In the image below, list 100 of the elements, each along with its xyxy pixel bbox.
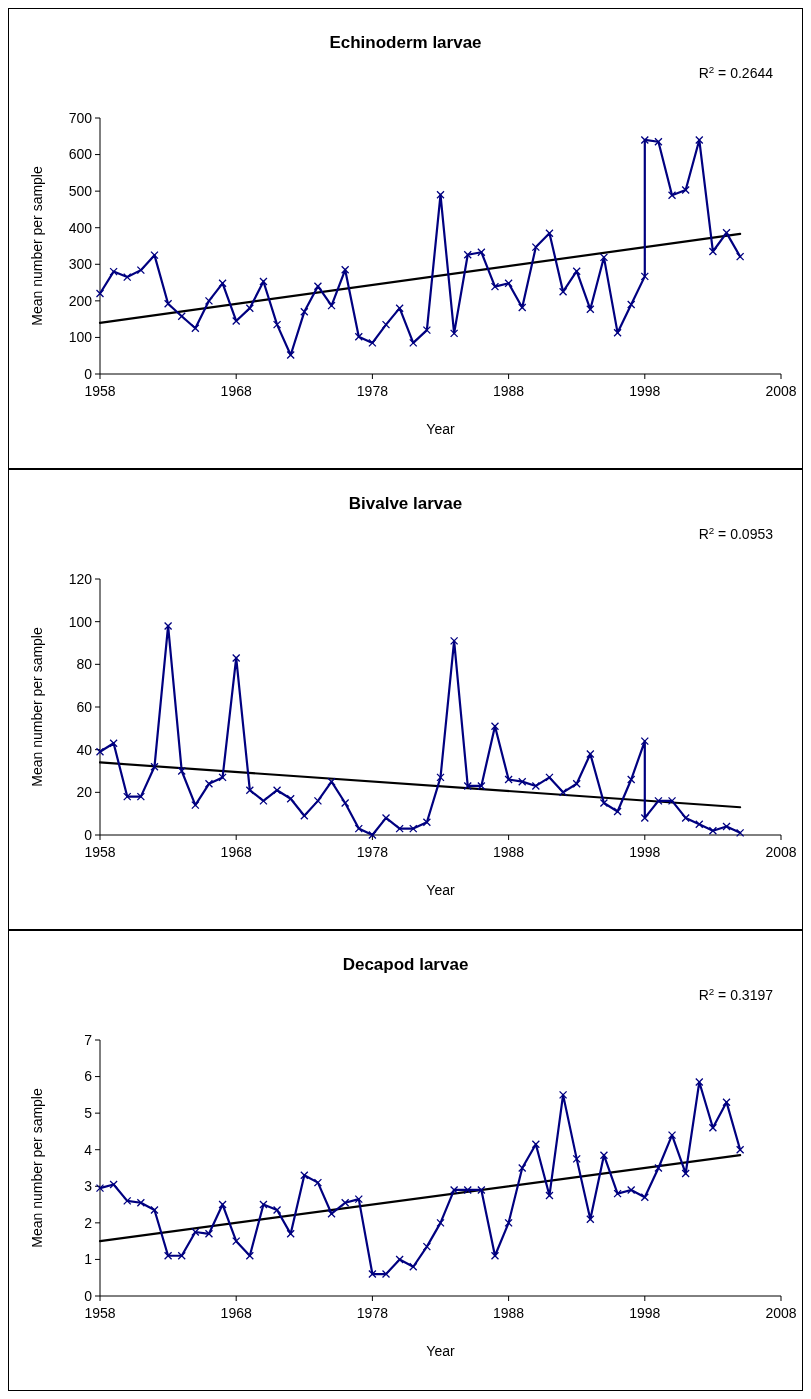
point bbox=[368, 830, 377, 840]
y-tick-label: 1 bbox=[84, 1251, 93, 1268]
point bbox=[722, 822, 731, 831]
x-axis-title: Year bbox=[426, 1343, 455, 1359]
point bbox=[422, 818, 432, 827]
x-tick-label: 1978 bbox=[356, 844, 389, 860]
point bbox=[531, 242, 540, 252]
point bbox=[177, 766, 186, 776]
point bbox=[708, 247, 718, 256]
point bbox=[722, 228, 731, 237]
point bbox=[640, 813, 649, 823]
point bbox=[518, 777, 527, 786]
point bbox=[150, 1205, 159, 1215]
point bbox=[218, 279, 227, 288]
point bbox=[232, 1236, 241, 1246]
point bbox=[313, 282, 323, 291]
point bbox=[245, 304, 254, 313]
point bbox=[695, 1077, 704, 1087]
point bbox=[163, 299, 173, 308]
point bbox=[204, 296, 214, 306]
x-tick-label: 1978 bbox=[356, 1305, 389, 1321]
point bbox=[599, 253, 609, 262]
chart-title: Echinoderm larvae bbox=[329, 33, 482, 52]
point bbox=[272, 320, 282, 329]
point bbox=[558, 1090, 568, 1100]
y-tick-label: 500 bbox=[68, 183, 93, 200]
point bbox=[681, 1169, 690, 1178]
point bbox=[109, 267, 118, 276]
point bbox=[232, 316, 241, 326]
point bbox=[449, 329, 459, 338]
point bbox=[654, 137, 663, 146]
point bbox=[613, 807, 622, 816]
point bbox=[409, 1262, 418, 1271]
point bbox=[95, 289, 105, 298]
x-tick-label: 1958 bbox=[84, 1305, 116, 1321]
point bbox=[313, 796, 323, 806]
point bbox=[327, 301, 336, 310]
point bbox=[422, 325, 432, 335]
point bbox=[123, 792, 132, 801]
point bbox=[204, 1229, 214, 1238]
point bbox=[381, 813, 391, 823]
y-tick-label: 0 bbox=[84, 826, 93, 843]
point bbox=[354, 332, 363, 341]
point bbox=[177, 312, 186, 321]
point bbox=[150, 250, 159, 260]
point bbox=[150, 762, 159, 771]
point bbox=[695, 135, 704, 145]
point bbox=[708, 1123, 718, 1132]
point bbox=[300, 1171, 309, 1180]
point bbox=[272, 786, 282, 795]
point bbox=[286, 1229, 295, 1238]
x-axis-title: Year bbox=[426, 882, 455, 898]
point bbox=[545, 773, 554, 782]
x-tick-label: 1968 bbox=[220, 383, 252, 399]
point bbox=[245, 786, 254, 795]
point bbox=[368, 1269, 377, 1279]
point bbox=[395, 1255, 404, 1264]
point bbox=[667, 796, 677, 806]
point bbox=[286, 350, 295, 360]
point bbox=[477, 781, 486, 791]
y-tick-label: 5 bbox=[84, 1105, 93, 1122]
point bbox=[95, 1183, 105, 1193]
point bbox=[232, 653, 241, 663]
point bbox=[518, 1163, 527, 1173]
point bbox=[300, 811, 309, 820]
point bbox=[395, 824, 404, 833]
point bbox=[109, 1180, 118, 1189]
point bbox=[409, 824, 418, 833]
point bbox=[341, 798, 350, 808]
point bbox=[586, 1215, 595, 1224]
x-axis-title: Year bbox=[426, 421, 455, 437]
point bbox=[681, 185, 690, 195]
point bbox=[504, 775, 513, 784]
y-tick-label: 400 bbox=[68, 219, 93, 236]
point bbox=[504, 279, 513, 288]
point bbox=[449, 636, 459, 646]
point bbox=[354, 824, 363, 833]
chart-title: Decapod larvae bbox=[342, 955, 469, 974]
point bbox=[436, 1218, 445, 1228]
y-tick-label: 4 bbox=[84, 1141, 93, 1158]
point bbox=[381, 320, 391, 329]
point bbox=[667, 191, 677, 200]
point bbox=[722, 1098, 731, 1107]
point bbox=[572, 1154, 581, 1164]
point bbox=[463, 781, 472, 791]
point bbox=[545, 1191, 554, 1200]
point bbox=[286, 794, 295, 803]
point bbox=[191, 1227, 200, 1237]
point bbox=[490, 282, 500, 291]
y-tick-label: 0 bbox=[84, 1287, 93, 1304]
y-axis-title: Mean number per sample bbox=[29, 627, 45, 787]
y-tick-label: 120 bbox=[68, 570, 93, 587]
point bbox=[354, 1194, 363, 1204]
point bbox=[259, 796, 268, 806]
point bbox=[191, 324, 200, 333]
point bbox=[599, 798, 609, 808]
point bbox=[708, 826, 718, 835]
point bbox=[667, 1130, 677, 1140]
y-axis-title: Mean number per sample bbox=[29, 1088, 45, 1248]
point bbox=[735, 828, 745, 838]
